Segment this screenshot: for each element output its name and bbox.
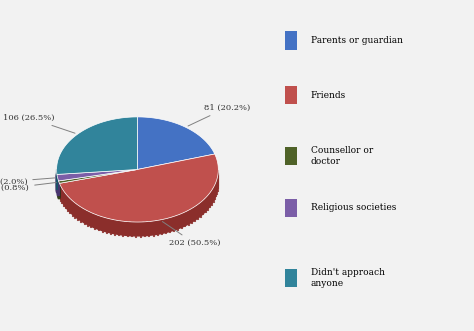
- Text: 106 (26.5%): 106 (26.5%): [3, 114, 75, 133]
- Text: Religious societies: Religious societies: [311, 203, 396, 213]
- Text: 81 (20.2%): 81 (20.2%): [188, 104, 250, 126]
- Text: Didn't approach
anyone: Didn't approach anyone: [311, 268, 385, 288]
- Bar: [285, 199, 297, 217]
- Polygon shape: [137, 117, 215, 169]
- Text: 8 (2.0%): 8 (2.0%): [0, 177, 55, 185]
- Polygon shape: [56, 117, 137, 174]
- Polygon shape: [59, 169, 137, 183]
- Bar: [285, 269, 297, 287]
- Text: 202 (50.5%): 202 (50.5%): [162, 221, 220, 247]
- Bar: [285, 86, 297, 104]
- Bar: [285, 147, 297, 165]
- Polygon shape: [59, 170, 219, 237]
- Text: 3 (0.8%): 3 (0.8%): [0, 182, 56, 192]
- Text: Counsellor or
doctor: Counsellor or doctor: [311, 146, 373, 166]
- Polygon shape: [59, 154, 219, 222]
- Text: Parents or guardian: Parents or guardian: [311, 36, 403, 45]
- Polygon shape: [57, 174, 59, 196]
- Text: Friends: Friends: [311, 91, 346, 100]
- Polygon shape: [57, 169, 137, 181]
- Bar: [285, 31, 297, 50]
